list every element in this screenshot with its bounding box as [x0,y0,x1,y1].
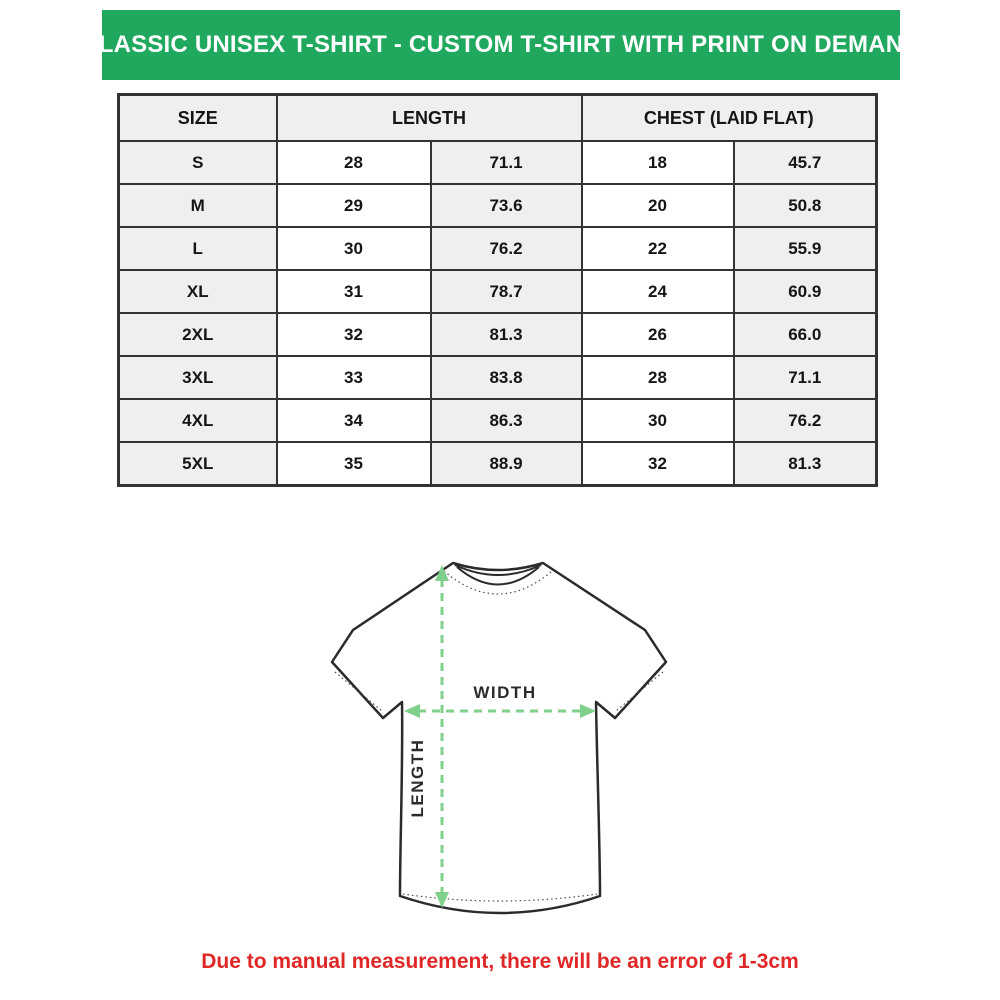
chest-cm-cell: 45.7 [732,140,878,185]
header-length: LENGTH [275,93,583,142]
length-cm-cell: 88.9 [429,441,583,487]
table-row: S 28 71.1 18 45.7 [117,140,878,185]
size-cell: 3XL [117,355,278,400]
chest-cm-cell: 55.9 [732,226,878,271]
table-row: M 29 73.6 20 50.8 [117,183,878,228]
chest-cm-cell: 81.3 [732,441,878,487]
length-in-cell: 31 [275,269,432,314]
length-cm-cell: 86.3 [429,398,583,443]
size-cell: S [117,140,278,185]
measurement-disclaimer: Due to manual measurement, there will be… [201,950,799,973]
size-cell: 2XL [117,312,278,357]
chest-cm-cell: 50.8 [732,183,878,228]
left-sleeve-stitch-line [334,671,383,712]
length-cm-cell: 71.1 [429,140,583,185]
collar-band-top [454,564,542,576]
title-banner: CLASSIC UNISEX T-SHIRT - CUSTOM T-SHIRT … [81,10,921,80]
length-in-cell: 30 [275,226,432,271]
hem-stitch-line [402,893,598,902]
table-row: 2XL 32 81.3 26 66.0 [117,312,878,357]
chest-in-cell: 20 [580,183,735,228]
chest-cm-cell: 60.9 [732,269,878,314]
collar-stitch-line [443,570,553,595]
length-cm-cell: 78.7 [429,269,583,314]
size-chart-table: SIZE LENGTH CHEST (LAID FLAT) S 28 71.1 … [117,93,878,487]
table-row: L 30 76.2 22 55.9 [117,226,878,271]
chest-in-cell: 18 [580,140,735,185]
length-in-cell: 33 [275,355,432,400]
collar-band-bottom [456,566,540,586]
length-in-cell: 29 [275,183,432,228]
length-in-cell: 28 [275,140,432,185]
size-cell: L [117,226,278,271]
tshirt-measurement-diagram: WIDTH LENGTH [330,561,668,915]
header-size: SIZE [117,93,278,142]
size-cell: M [117,183,278,228]
chest-in-cell: 26 [580,312,735,357]
tshirt-outline [330,561,668,915]
length-in-cell: 35 [275,441,432,487]
chest-in-cell: 28 [580,355,735,400]
table-row: 5XL 35 88.9 32 81.3 [117,441,878,487]
page-title: CLASSIC UNISEX T-SHIRT - CUSTOM T-SHIRT … [81,31,921,58]
width-label: WIDTH [473,683,536,702]
length-cm-cell: 81.3 [429,312,583,357]
length-cm-cell: 73.6 [429,183,583,228]
chest-cm-cell: 76.2 [732,398,878,443]
size-cell: 4XL [117,398,278,443]
length-label: LENGTH [408,739,427,818]
right-sleeve-stitch-line [615,671,664,712]
chest-in-cell: 32 [580,441,735,487]
table-row: 3XL 33 83.8 28 71.1 [117,355,878,400]
length-cm-cell: 76.2 [429,226,583,271]
length-in-cell: 34 [275,398,432,443]
width-arrow-head-left [404,704,420,718]
size-cell: XL [117,269,278,314]
length-arrow-head-bottom [435,892,449,908]
chest-cm-cell: 66.0 [732,312,878,357]
chest-cm-cell: 71.1 [732,355,878,400]
chest-in-cell: 24 [580,269,735,314]
chest-in-cell: 22 [580,226,735,271]
table-row: XL 31 78.7 24 60.9 [117,269,878,314]
table-header-row: SIZE LENGTH CHEST (LAID FLAT) [117,93,878,142]
length-arrow-head-top [435,565,449,581]
width-arrow-head-right [580,704,596,718]
table-row: 4XL 34 86.3 30 76.2 [117,398,878,443]
chest-in-cell: 30 [580,398,735,443]
header-chest: CHEST (LAID FLAT) [580,93,878,142]
length-in-cell: 32 [275,312,432,357]
size-cell: 5XL [117,441,278,487]
length-cm-cell: 83.8 [429,355,583,400]
